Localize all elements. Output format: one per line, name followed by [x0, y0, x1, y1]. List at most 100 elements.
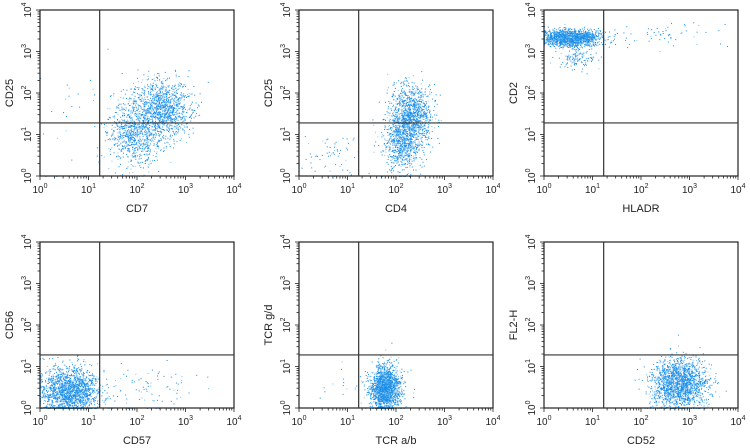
data-point — [143, 121, 144, 122]
data-point — [122, 132, 124, 134]
data-point — [411, 135, 413, 137]
data-point — [405, 111, 407, 113]
data-point — [409, 144, 411, 146]
data-point — [384, 125, 386, 127]
data-point — [172, 110, 174, 112]
data-point — [162, 80, 164, 82]
data-point — [403, 139, 405, 140]
data-point — [65, 130, 67, 132]
data-point — [572, 35, 574, 37]
data-point — [57, 137, 59, 139]
data-point — [143, 154, 145, 155]
data-point — [173, 86, 175, 88]
data-point — [409, 162, 411, 164]
data-point — [164, 142, 166, 144]
data-point — [409, 118, 411, 120]
data-point — [409, 126, 411, 128]
data-point — [414, 149, 416, 151]
data-point — [109, 138, 111, 140]
data-point — [434, 127, 436, 129]
data-point — [152, 133, 154, 135]
x-tick-label: 103 — [437, 183, 452, 196]
data-point — [134, 154, 136, 156]
data-point — [397, 151, 399, 153]
data-point — [109, 139, 111, 141]
data-point — [168, 99, 170, 101]
data-point — [120, 136, 122, 137]
data-point — [576, 42, 578, 43]
data-point — [112, 134, 114, 136]
data-point — [51, 111, 53, 112]
data-point — [407, 119, 409, 121]
data-point — [165, 104, 167, 106]
data-point — [412, 116, 414, 118]
data-point — [142, 135, 144, 137]
data-point — [152, 102, 154, 104]
data-point — [135, 143, 137, 145]
data-point — [147, 137, 148, 139]
data-point — [144, 126, 146, 127]
data-point — [428, 136, 430, 137]
data-point — [428, 137, 430, 139]
data-point — [394, 95, 396, 97]
data-point — [393, 82, 395, 84]
data-point — [149, 132, 151, 134]
data-point — [163, 117, 165, 119]
data-point — [158, 108, 160, 110]
data-point — [146, 116, 148, 118]
data-point — [177, 92, 178, 94]
data-point — [421, 110, 423, 112]
data-point — [170, 125, 172, 127]
data-point — [407, 128, 409, 129]
data-point — [397, 130, 399, 131]
data-point — [410, 158, 412, 160]
data-point — [134, 140, 136, 142]
data-point — [393, 109, 395, 111]
data-point — [170, 128, 172, 130]
data-point — [388, 125, 390, 127]
data-point — [563, 40, 565, 42]
data-point — [381, 134, 383, 136]
data-point — [591, 48, 593, 50]
data-point — [412, 108, 414, 110]
data-point — [171, 98, 173, 100]
data-point — [396, 138, 398, 140]
data-point — [419, 164, 421, 166]
data-point — [390, 137, 392, 139]
data-point — [411, 105, 413, 107]
data-point — [419, 90, 421, 92]
data-point — [128, 100, 130, 102]
data-point — [155, 104, 157, 106]
data-point — [403, 107, 405, 109]
data-point — [150, 84, 152, 86]
data-point — [115, 127, 117, 128]
data-point — [395, 116, 397, 118]
data-point — [134, 144, 136, 146]
data-point — [133, 126, 135, 128]
data-point — [403, 150, 405, 152]
data-point — [182, 84, 184, 86]
data-point — [123, 108, 125, 110]
data-point — [154, 160, 156, 161]
data-point — [381, 132, 383, 134]
data-point — [413, 109, 415, 111]
data-point — [171, 88, 173, 90]
data-point — [556, 36, 558, 38]
data-point — [407, 127, 409, 129]
data-point — [188, 136, 190, 138]
data-point — [414, 140, 416, 142]
data-point — [407, 139, 409, 141]
data-point — [182, 110, 184, 112]
data-point — [132, 146, 134, 148]
data-point — [167, 119, 169, 121]
data-point — [171, 107, 173, 109]
data-point — [145, 142, 147, 144]
data-point — [579, 34, 581, 36]
data-point — [546, 37, 548, 38]
data-point — [545, 32, 546, 33]
data-point — [151, 102, 152, 104]
data-point — [391, 169, 392, 171]
data-point — [317, 155, 318, 157]
data-point — [421, 101, 423, 103]
data-point — [153, 144, 155, 146]
